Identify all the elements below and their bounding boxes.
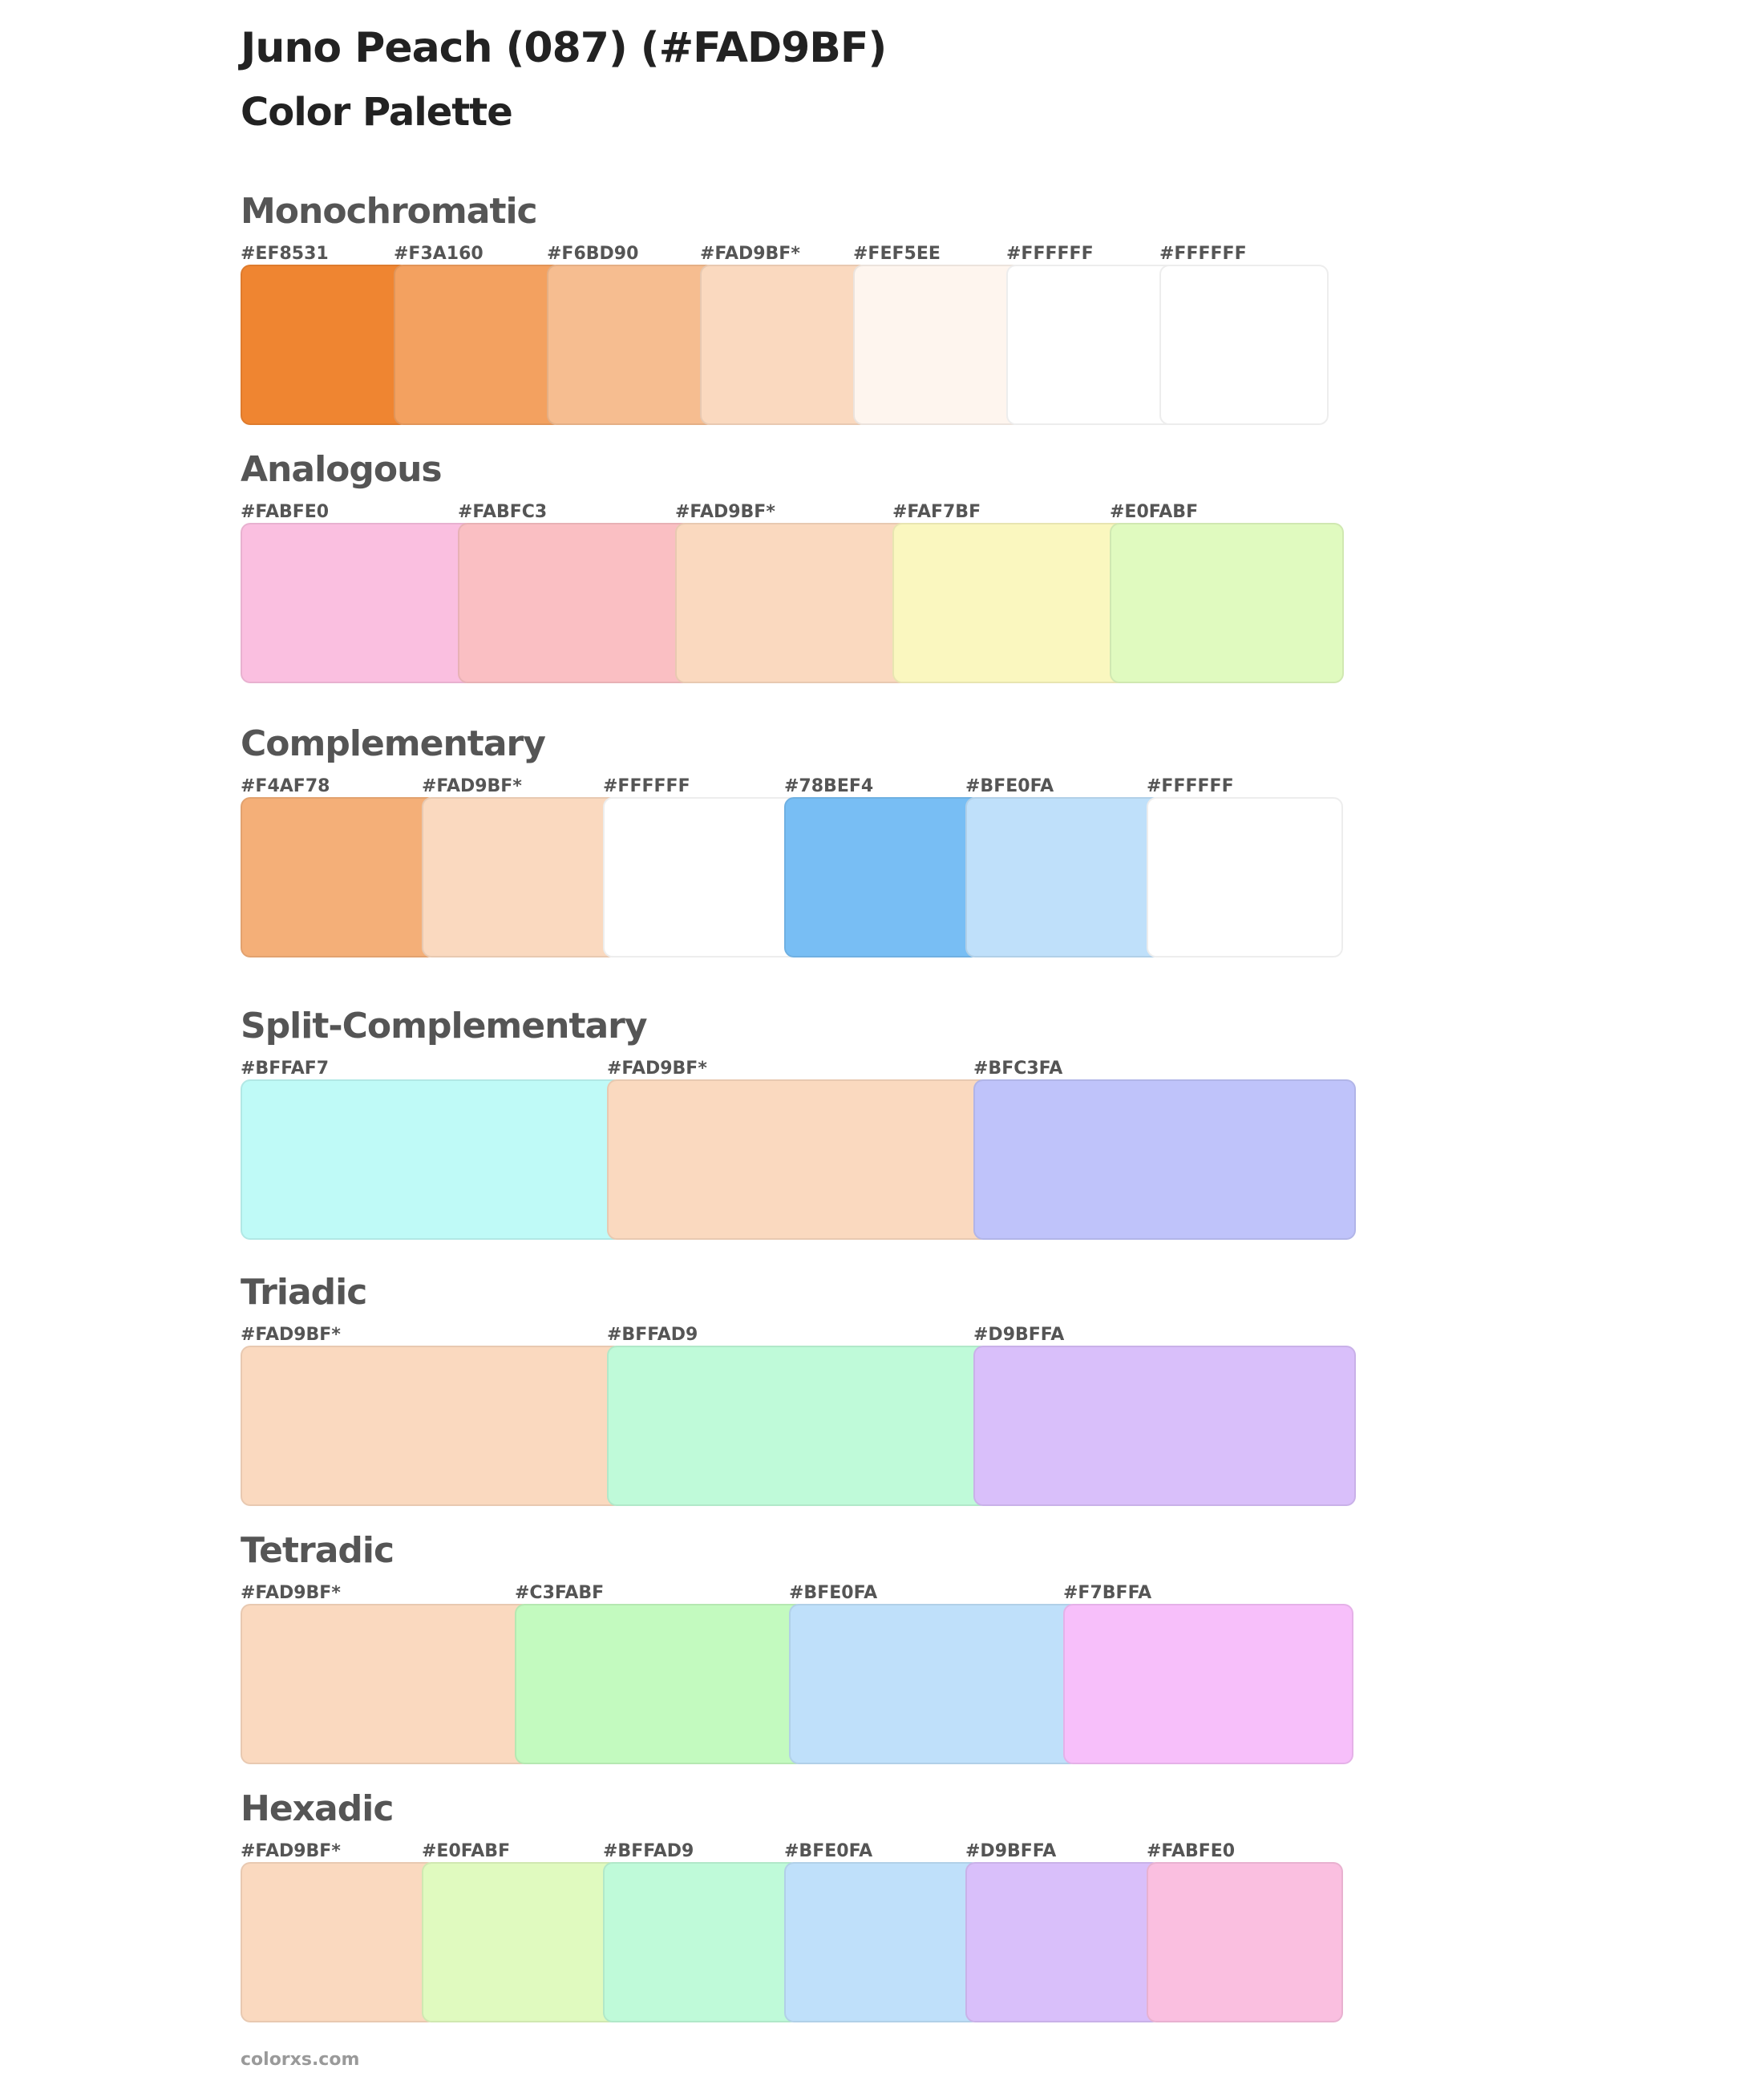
- swatch-color-box[interactable]: [1147, 1862, 1343, 2022]
- section-title: Tetradic: [241, 1530, 394, 1571]
- swatch-color-box[interactable]: [607, 1079, 989, 1240]
- section-title: Complementary: [241, 723, 546, 764]
- swatch-color-box[interactable]: [241, 1346, 623, 1506]
- swatch-color-box[interactable]: [422, 797, 618, 957]
- swatch-hex-label: #FAD9BF*: [607, 1059, 707, 1079]
- swatch-color-box[interactable]: [1147, 797, 1343, 957]
- swatch-color-box[interactable]: [241, 523, 475, 683]
- swatch-hex-label: #FABFC3: [458, 502, 548, 522]
- swatch-color-box[interactable]: [853, 265, 1022, 425]
- swatch-color-box[interactable]: [675, 523, 909, 683]
- swatch-color-box[interactable]: [603, 1862, 799, 2022]
- swatch-hex-label: #FAD9BF*: [700, 244, 800, 264]
- swatch-hex-label: #FFFFFF: [1006, 244, 1094, 264]
- swatch-color-box[interactable]: [458, 523, 692, 683]
- section-title: Split-Complementary: [241, 1006, 648, 1047]
- swatch-hex-label: #EF8531: [241, 244, 329, 264]
- swatch-color-box[interactable]: [973, 1079, 1356, 1240]
- swatch-hex-label: #D9BFFA: [965, 1841, 1057, 1861]
- swatch-hex-label: #D9BFFA: [973, 1325, 1065, 1345]
- swatch-hex-label: #FAD9BF*: [675, 502, 775, 522]
- swatch-hex-label: #FAF7BF: [892, 502, 981, 522]
- page-subtitle: Color Palette: [241, 90, 513, 135]
- swatch-hex-label: #FAD9BF*: [422, 776, 522, 796]
- section-title: Analogous: [241, 449, 443, 490]
- swatch-color-box[interactable]: [241, 1604, 531, 1764]
- footer-site-link[interactable]: colorxs.com: [241, 2050, 360, 2070]
- swatch-color-box[interactable]: [607, 1346, 989, 1506]
- swatch-color-box[interactable]: [700, 265, 869, 425]
- swatch-color-box[interactable]: [422, 1862, 618, 2022]
- swatch-hex-label: #FFFFFF: [1147, 776, 1234, 796]
- swatch-color-box[interactable]: [1006, 265, 1175, 425]
- swatch-hex-label: #FABFE0: [1147, 1841, 1236, 1861]
- swatch-hex-label: #BFE0FA: [784, 1841, 873, 1861]
- swatch-color-box[interactable]: [892, 523, 1127, 683]
- page-title: Juno Peach (087) (#FAD9BF): [241, 24, 887, 72]
- swatch-color-box[interactable]: [547, 265, 716, 425]
- swatch-color-box[interactable]: [241, 265, 410, 425]
- section-title: Hexadic: [241, 1788, 394, 1829]
- swatch-hex-label: #BFE0FA: [965, 776, 1054, 796]
- swatch-hex-label: #BFE0FA: [789, 1583, 878, 1603]
- swatch-hex-label: #F4AF78: [241, 776, 330, 796]
- swatch-hex-label: #FAD9BF*: [241, 1583, 341, 1603]
- swatch-color-box[interactable]: [1110, 523, 1344, 683]
- swatch-hex-label: #F6BD90: [547, 244, 639, 264]
- swatch-color-box[interactable]: [784, 797, 981, 957]
- swatch-hex-label: #BFFAD9: [607, 1325, 698, 1345]
- swatch-hex-label: #FAD9BF*: [241, 1841, 341, 1861]
- swatch-color-box[interactable]: [515, 1604, 805, 1764]
- swatch-hex-label: #BFC3FA: [973, 1059, 1063, 1079]
- swatch-color-box[interactable]: [789, 1604, 1079, 1764]
- swatch-hex-label: #FFFFFF: [603, 776, 690, 796]
- swatch-color-box[interactable]: [241, 1079, 623, 1240]
- swatch-color-box[interactable]: [394, 265, 563, 425]
- swatch-hex-label: #C3FABF: [515, 1583, 605, 1603]
- swatch-hex-label: #E0FABF: [1110, 502, 1199, 522]
- swatch-color-box[interactable]: [784, 1862, 981, 2022]
- swatch-color-box[interactable]: [1159, 265, 1329, 425]
- swatch-hex-label: #FAD9BF*: [241, 1325, 341, 1345]
- swatch-color-box[interactable]: [965, 797, 1162, 957]
- section-title: Monochromatic: [241, 191, 538, 232]
- swatch-hex-label: #E0FABF: [422, 1841, 511, 1861]
- swatch-hex-label: #FABFE0: [241, 502, 330, 522]
- swatch-hex-label: #F3A160: [394, 244, 483, 264]
- swatch-hex-label: #BFFAD9: [603, 1841, 694, 1861]
- swatch-color-box[interactable]: [1063, 1604, 1353, 1764]
- swatch-color-box[interactable]: [241, 1862, 437, 2022]
- section-title: Triadic: [241, 1272, 367, 1313]
- swatch-color-box[interactable]: [603, 797, 799, 957]
- swatch-hex-label: #F7BFFA: [1063, 1583, 1152, 1603]
- swatch-hex-label: #FFFFFF: [1159, 244, 1247, 264]
- swatch-color-box[interactable]: [973, 1346, 1356, 1506]
- swatch-color-box[interactable]: [965, 1862, 1162, 2022]
- swatch-color-box[interactable]: [241, 797, 437, 957]
- swatch-hex-label: #FEF5EE: [853, 244, 941, 264]
- swatch-hex-label: #BFFAF7: [241, 1059, 330, 1079]
- swatch-hex-label: #78BEF4: [784, 776, 874, 796]
